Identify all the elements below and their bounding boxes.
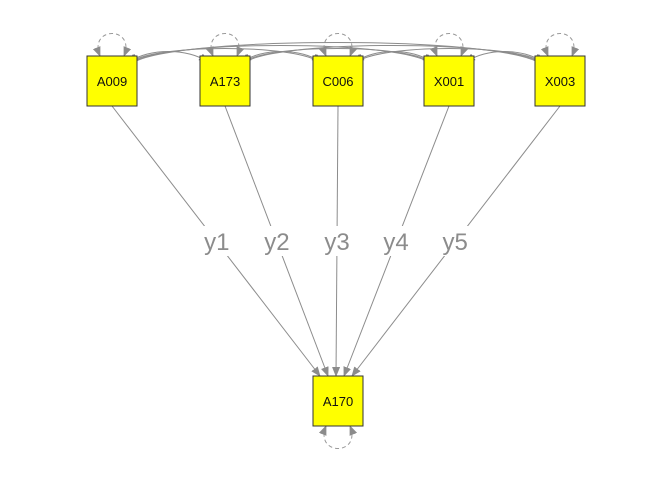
node-a009[interactable]: A009	[86, 55, 138, 107]
path-label-bg	[260, 226, 293, 256]
covariance-a173-x003	[241, 45, 544, 66]
node-label: A173	[210, 74, 240, 89]
covariance-a173-c006	[241, 51, 322, 63]
node-box	[312, 55, 364, 107]
path-label-bg	[320, 226, 353, 256]
variance-loop-x003	[540, 33, 580, 57]
variance-loop-a173	[205, 33, 245, 57]
node-box	[199, 55, 251, 107]
path-label-y5: y5	[443, 229, 468, 256]
variance-loop-a170	[318, 425, 358, 449]
node-x001[interactable]: X001	[423, 55, 475, 107]
path-label-y4: y4	[383, 229, 408, 256]
node-box	[312, 375, 364, 427]
path-label-y3: y3	[324, 229, 349, 256]
variance-loop-c006	[318, 33, 358, 57]
node-label: A170	[323, 394, 353, 409]
covariance-a009-a173	[128, 51, 209, 63]
node-label: X001	[434, 74, 464, 89]
path-label-bg	[439, 226, 472, 256]
node-x003[interactable]: X003	[534, 55, 586, 107]
node-a170[interactable]: A170	[312, 375, 364, 427]
node-c006[interactable]: C006	[312, 55, 364, 107]
node-box	[86, 55, 138, 107]
node-label: C006	[322, 74, 353, 89]
node-label: X003	[545, 74, 575, 89]
node-box	[423, 55, 475, 107]
path-label-bg	[200, 226, 233, 256]
covariance-a009-x001	[128, 45, 433, 66]
path-label-y2: y2	[264, 229, 289, 256]
path-label-y1: y1	[204, 229, 229, 256]
variance-loop-x001	[429, 33, 469, 57]
covariance-c006-x001	[354, 51, 433, 63]
node-box	[534, 55, 586, 107]
node-a173[interactable]: A173	[199, 55, 251, 107]
variance-loop-a009	[92, 33, 132, 57]
node-label: A009	[97, 74, 127, 89]
path-label-bg	[380, 226, 413, 256]
